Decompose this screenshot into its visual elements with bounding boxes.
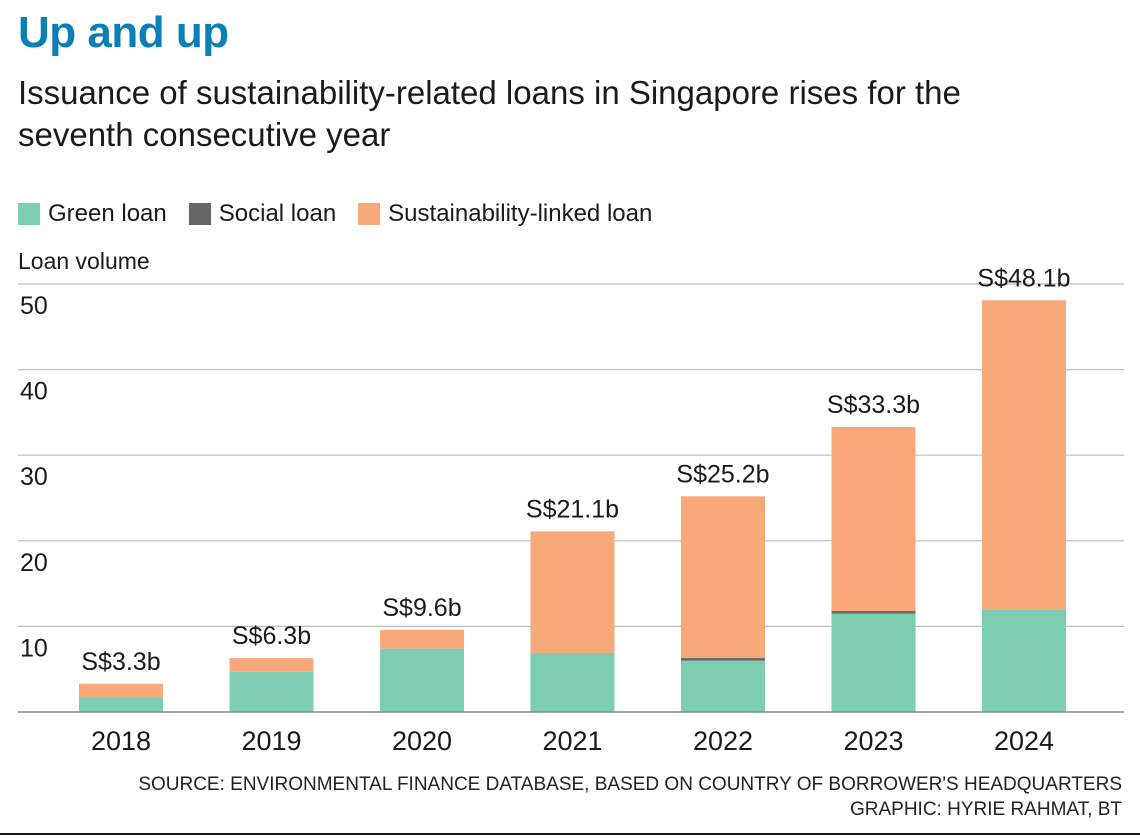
legend-item-green-loan: Green loan	[18, 200, 167, 228]
bar-2019-green-loan	[229, 671, 314, 712]
total-label-2021: S$21.1b	[526, 495, 619, 523]
bar-2020-sustainability-linked-loan	[380, 629, 464, 649]
bottom-rule	[0, 833, 1140, 835]
total-label-2018: S$3.3b	[81, 648, 160, 676]
legend-label-social-loan: Social loan	[218, 200, 337, 227]
chart-title: Up and up	[18, 8, 229, 57]
legend-swatch-social-loan	[188, 203, 211, 225]
total-label-2019: S$6.3b	[232, 622, 311, 650]
y-tick-label-20: 20	[20, 549, 48, 577]
legend-label-green-loan: Green loan	[48, 200, 167, 227]
total-label-2023: S$33.3b	[827, 391, 920, 419]
bar-2023-green-loan	[831, 613, 916, 712]
chart-subtitle: Issuance of sustainability-related loans…	[18, 74, 961, 153]
graphic-credit: GRAPHIC: HYRIE RAHMAT, BT	[849, 799, 1122, 820]
y-tick-label-30: 30	[20, 463, 48, 491]
footer: SOURCE: ENVIRONMENTAL FINANCE DATABASE, …	[138, 772, 1122, 822]
bar-2019-sustainability-linked-loan	[229, 658, 314, 672]
y-tick-label-40: 40	[20, 378, 48, 406]
total-label-2024: S$48.1b	[977, 264, 1070, 292]
source-note: SOURCE: ENVIRONMENTAL FINANCE DATABASE, …	[138, 774, 1122, 795]
bar-2022-sustainability-linked-loan	[681, 496, 765, 659]
bar-2018-green-loan	[79, 697, 163, 712]
bar-2022-green-loan	[681, 660, 765, 712]
y-axis-label: Loan volume	[18, 248, 150, 274]
total-label-2022: S$25.2b	[676, 460, 769, 488]
x-tick-label-2021: 2021	[542, 726, 602, 756]
x-tick-label-2020: 2020	[392, 726, 452, 756]
bar-2018-sustainability-linked-loan	[79, 683, 163, 698]
legend-label-sustainability-linked-loan: Sustainability-linked loan	[388, 200, 653, 227]
x-tick-label-2022: 2022	[693, 726, 753, 756]
legend: Green loan Social loan Sustainability-li…	[18, 200, 674, 228]
legend-item-sustainability-linked-loan: Sustainability-linked loan	[358, 200, 652, 228]
y-tick-label-50: 50	[20, 292, 48, 320]
bar-2024-sustainability-linked-loan	[982, 300, 1066, 610]
legend-item-social-loan: Social loan	[188, 200, 337, 228]
bar-2020-green-loan	[380, 648, 464, 712]
legend-swatch-sustainability-linked-loan	[358, 203, 381, 225]
x-tick-label-2018: 2018	[91, 726, 151, 756]
bar-2024-green-loan	[982, 609, 1066, 712]
bar-2021-green-loan	[530, 652, 615, 712]
x-tick-label-2023: 2023	[843, 726, 903, 756]
x-tick-label-2024: 2024	[994, 726, 1054, 756]
bar-2021-sustainability-linked-loan	[530, 531, 615, 653]
bar-2023-sustainability-linked-loan	[831, 426, 916, 611]
legend-swatch-green-loan	[18, 203, 40, 225]
x-tick-label-2019: 2019	[241, 726, 301, 756]
bar-2022-social-loan	[681, 658, 765, 661]
y-tick-label-10: 10	[20, 634, 48, 662]
bar-2023-social-loan	[831, 610, 916, 614]
total-label-2020: S$9.6b	[382, 594, 461, 622]
